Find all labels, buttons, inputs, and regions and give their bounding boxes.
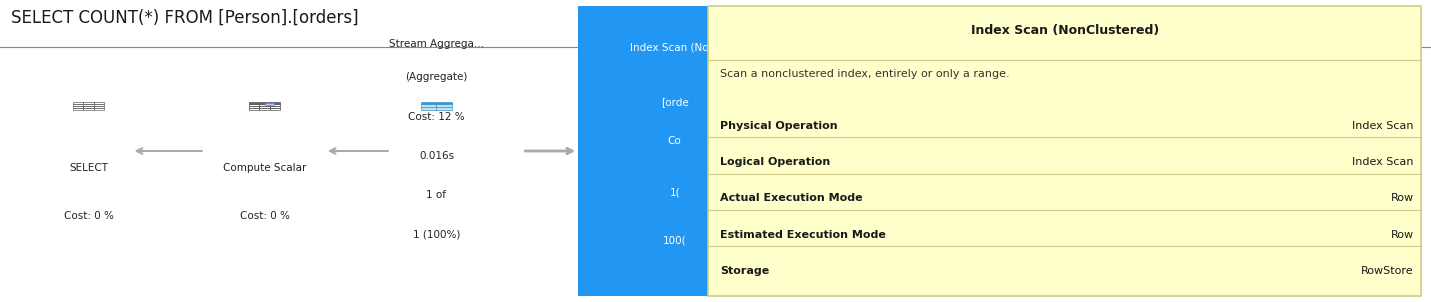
Text: 1 of: 1 of [426,190,446,200]
Bar [675,63,690,65]
Bar [73,104,83,106]
Bar [270,106,280,108]
Text: (Aggregate): (Aggregate) [405,72,468,82]
Text: Index Scan (No...: Index Scan (No... [631,42,718,52]
Text: [orde: [orde [661,97,688,107]
Bar [270,104,280,106]
Bar [249,102,259,104]
Bar [270,102,280,104]
Bar [675,68,690,70]
Text: Logical Operation: Logical Operation [720,157,830,167]
Text: Storage: Storage [720,266,768,276]
Bar [658,65,675,68]
Bar [421,104,436,107]
Text: Row: Row [1391,230,1414,239]
Bar [83,106,94,108]
Bar [73,106,83,108]
Text: SELECT COUNT(*) FROM [Person].[orders]: SELECT COUNT(*) FROM [Person].[orders] [11,9,359,27]
Bar [436,102,452,104]
Bar [94,104,104,106]
FancyBboxPatch shape [708,6,1421,296]
Text: Index Scan: Index Scan [1352,157,1414,167]
Bar [270,108,280,110]
Bar [658,63,675,65]
Text: Index Scan: Index Scan [1352,121,1414,131]
Bar [83,104,94,106]
Bar [675,65,690,68]
Text: 1 (100%): 1 (100%) [412,230,461,239]
Bar [73,102,83,104]
Bar [83,102,94,104]
Bar [94,102,104,104]
Bar [259,108,270,110]
Text: Stream Aggrega...: Stream Aggrega... [389,39,484,49]
Bar [259,104,270,106]
Text: Physical Operation: Physical Operation [720,121,837,131]
Bar [249,104,259,106]
Bar [421,102,436,104]
FancyBboxPatch shape [578,6,771,296]
Text: 100(: 100( [663,236,687,246]
Text: 1(: 1( [670,187,680,197]
Text: Co: Co [668,136,681,146]
Bar [658,68,675,70]
Text: Scan a nonclustered index, entirely or only a range.: Scan a nonclustered index, entirely or o… [720,69,1009,79]
Bar [421,107,436,110]
Text: Actual Execution Mode: Actual Execution Mode [720,193,863,203]
Bar [83,108,94,110]
Bar [259,102,270,104]
Text: Compute Scalar: Compute Scalar [223,163,306,173]
Bar [249,106,259,108]
Text: Cost: 12 %: Cost: 12 % [408,112,465,122]
Text: RowStore: RowStore [1361,266,1414,276]
Text: Cost: 0 %: Cost: 0 % [64,211,113,221]
Bar [94,106,104,108]
Bar [73,108,83,110]
Bar [265,103,275,105]
Text: SELECT: SELECT [69,163,109,173]
Text: 0.016s: 0.016s [419,151,454,161]
Bar [436,107,452,110]
Text: Index Scan (NonClustered): Index Scan (NonClustered) [970,24,1159,37]
Bar [259,106,270,108]
Text: Row: Row [1391,193,1414,203]
Bar [94,108,104,110]
Bar [436,104,452,107]
Bar [249,108,259,110]
Text: Cost: 0 %: Cost: 0 % [240,211,289,221]
Text: Estimated Execution Mode: Estimated Execution Mode [720,230,886,239]
